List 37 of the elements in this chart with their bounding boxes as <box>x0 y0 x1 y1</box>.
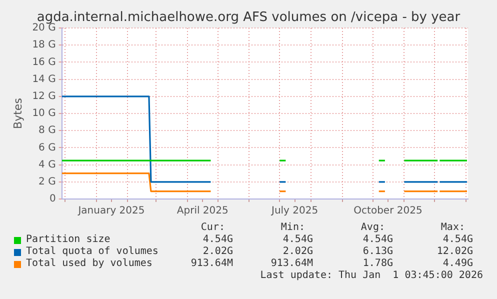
x-tick-label: April 2025 <box>176 206 228 217</box>
y-tick-label: 2 G <box>38 176 56 188</box>
text: 2.02G <box>202 246 233 257</box>
y-tick-label: 10 G <box>32 108 56 120</box>
legend-label: Total used by volumes <box>26 258 152 269</box>
text: 12.02G <box>436 246 473 257</box>
x-tick-label: July 2025 <box>270 206 318 217</box>
text: Avg: <box>360 222 385 233</box>
y-tick-label: 16 G <box>32 56 56 68</box>
y-tick-label: 0 <box>49 194 56 205</box>
text: 4.54G <box>442 234 473 245</box>
y-tick-label: 8 G <box>38 125 56 136</box>
text: 4.49G <box>442 258 473 269</box>
y-tick-label: 12 G <box>32 90 56 102</box>
y-tick-label: 20 G <box>32 22 56 34</box>
text: 4.54G <box>282 234 313 245</box>
text: 2.02G <box>282 246 313 257</box>
text: 4.54G <box>202 234 233 245</box>
chart-title: agda.internal.michaelhowe.org AFS volumes on /vicepa - by year <box>36 10 462 25</box>
text: 6.13G <box>362 246 393 257</box>
y-axis-title: Bytes <box>11 98 24 129</box>
text: 4.54G <box>362 234 393 245</box>
text: Cur: <box>200 222 225 233</box>
text: 913.64M <box>190 258 233 269</box>
legend-label: Partition size <box>26 234 110 245</box>
y-tick-label: 4 G <box>38 159 56 170</box>
text: Min: <box>280 222 305 233</box>
text: 1.78G <box>362 258 393 269</box>
legend-label: Total quota of volumes <box>26 246 158 257</box>
y-tick-label: 18 G <box>32 40 56 51</box>
y-tick-label: 6 G <box>38 142 56 154</box>
y-tick-label: 14 G <box>32 74 56 85</box>
text: 913.64M <box>270 258 313 269</box>
x-tick-label: January 2025 <box>77 206 145 217</box>
x-tick-label: October 2025 <box>354 206 422 217</box>
text: Max: <box>440 222 465 233</box>
text: Last update: Thu Jan 1 03:45:00 2026 <box>260 270 483 281</box>
